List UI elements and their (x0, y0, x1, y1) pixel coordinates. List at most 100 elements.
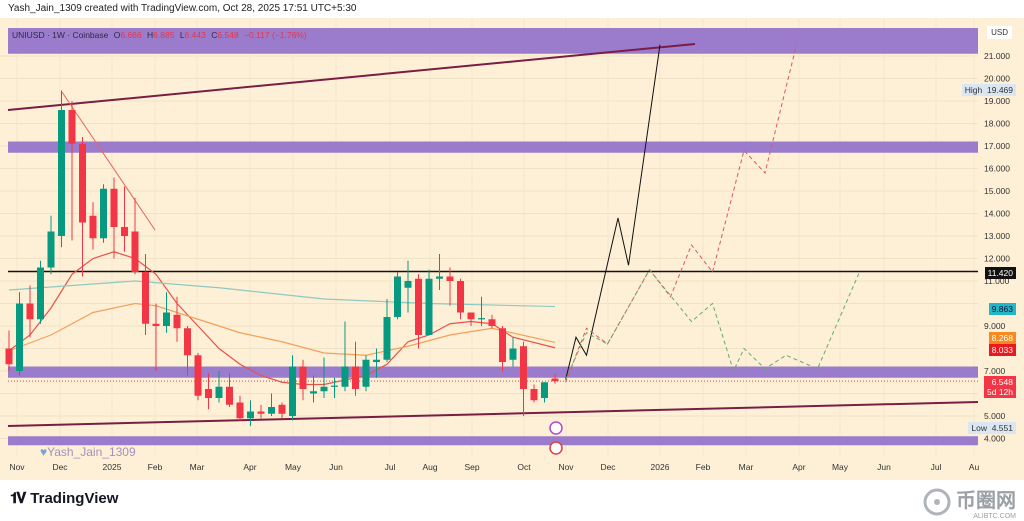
candle-body (194, 355, 202, 396)
candle-body (541, 382, 548, 398)
candle-body (100, 188, 107, 239)
high-label: H (147, 30, 154, 40)
level-price-label: 11.420 (984, 267, 1016, 279)
support-resistance-band (8, 366, 978, 378)
candle-body (320, 386, 328, 392)
candle-body (226, 386, 233, 405)
price-tick-label: 9.000 (984, 321, 1006, 331)
candle-body (278, 404, 286, 414)
low-price-label: Low 4.551 (968, 422, 1016, 434)
time-tick-label: Nov (558, 462, 574, 472)
price-tick-label: 17.000 (984, 141, 1010, 151)
support-resistance-band (8, 40, 978, 54)
candle-body (488, 319, 496, 326)
candle-body (184, 328, 191, 356)
price-chart[interactable]: 21.000 20.000 19.000 18.000 17.000 16.000 15.0… (0, 18, 1024, 480)
last-price-label: 6.548 5d 12h (984, 376, 1016, 398)
time-tick-label: Nov (9, 462, 25, 472)
symbol-name[interactable]: UNIUSD · 1W · Coinbase (12, 30, 109, 40)
candle-body (520, 346, 527, 389)
symbol-info-bar: UNIUSD · 1W · Coinbase O6.666 H6.885 L6.… (8, 28, 978, 42)
candle-body (26, 303, 34, 320)
low-label: L (179, 30, 185, 40)
time-tick-label: Dec (52, 462, 68, 472)
ma-teal-label: 9.863 (988, 303, 1016, 315)
price-tick-label: 5.000 (984, 411, 1006, 421)
price-tick-label: 21.000 (984, 51, 1010, 61)
watermark-logo-icon (923, 488, 951, 516)
candle-body (205, 389, 212, 398)
candle-body (457, 281, 464, 313)
time-tick-label: Jun (329, 462, 343, 472)
open-value: 6.666 (120, 30, 142, 40)
high-price-label: High 19.469 (961, 84, 1016, 96)
candle-body (310, 391, 317, 394)
time-tick-label: Jul (385, 462, 396, 472)
site-watermark: 币圈网 ALIBTC.COM (922, 484, 1016, 520)
candle-body (142, 272, 149, 324)
time-tick-label: May (832, 462, 849, 472)
time-tick-label: Oct (517, 462, 531, 472)
candle-body (247, 411, 254, 419)
high-value: 6.885 (153, 30, 175, 40)
candle-body (499, 328, 506, 362)
candle-body (58, 110, 65, 236)
time-tick-label: Jun (877, 462, 891, 472)
candle-body (352, 366, 359, 389)
candle-body (173, 314, 181, 329)
signature-text: Yash_Jain_1309 (47, 445, 136, 459)
tradingview-logo[interactable]: 𝟏𝐕 TradingView (10, 490, 118, 507)
candle-body (121, 227, 128, 236)
tradingview-mark-icon: 𝟏𝐕 (10, 490, 26, 507)
moving-average-mid (8, 302, 556, 356)
candle-body (131, 231, 139, 272)
signature-watermark: ♥Yash_Jain_1309 (40, 445, 136, 459)
price-tick-label: 12.000 (984, 254, 1010, 264)
ma-orange-label: 8.268 (988, 332, 1016, 344)
projection-path-alt (565, 268, 860, 381)
high-tag: High (964, 85, 983, 95)
time-tick-label: Mar (739, 462, 754, 472)
candle-body (68, 110, 76, 144)
close-label: C (211, 30, 218, 40)
candle-body (37, 267, 44, 320)
projection-path-main (565, 44, 661, 381)
time-tick-label: 2025 (103, 462, 122, 472)
candle-body (478, 318, 485, 320)
watermark-en: ALIBTC.COM (973, 513, 1016, 520)
bar-countdown: 5d 12h (987, 387, 1013, 397)
candle-body (215, 386, 223, 398)
candle-body (268, 407, 275, 414)
time-tick-label: Apr (792, 462, 805, 472)
candle-body (16, 303, 23, 371)
ma-red-label: 8.033 (988, 344, 1016, 356)
candle-body (509, 348, 517, 360)
candle-body (383, 317, 391, 360)
candle-body (289, 366, 296, 416)
candle-body (446, 276, 454, 281)
price-tick-label: 20.000 (984, 74, 1010, 84)
currency-label[interactable]: USD (987, 26, 1012, 39)
price-tick-label: 13.000 (984, 231, 1010, 241)
candle-body (530, 389, 538, 401)
chart-area[interactable]: 21.000 20.000 19.000 18.000 17.000 16.000 15.0… (0, 18, 1024, 480)
price-tick-label: 7.000 (984, 366, 1006, 376)
heart-icon: ♥ (40, 445, 48, 459)
support-resistance-band (8, 141, 978, 153)
candle-body (467, 312, 475, 320)
time-tick-label: Au (969, 462, 980, 472)
time-tick-label: 2026 (651, 462, 670, 472)
time-tick-label: Sep (464, 462, 479, 472)
price-tick-label: 15.000 (984, 186, 1010, 196)
price-tick-label: 14.000 (984, 209, 1010, 219)
candle-body (236, 402, 244, 419)
support-resistance-band (8, 436, 978, 446)
last-price: 6.548 (991, 377, 1013, 387)
time-tick-label: Aug (422, 462, 437, 472)
open-label: O (113, 30, 121, 40)
candle-body (425, 278, 433, 335)
lower-trendline (7, 401, 979, 427)
candle-body (415, 278, 422, 335)
candle-body (89, 215, 97, 239)
candle-body (152, 323, 160, 326)
